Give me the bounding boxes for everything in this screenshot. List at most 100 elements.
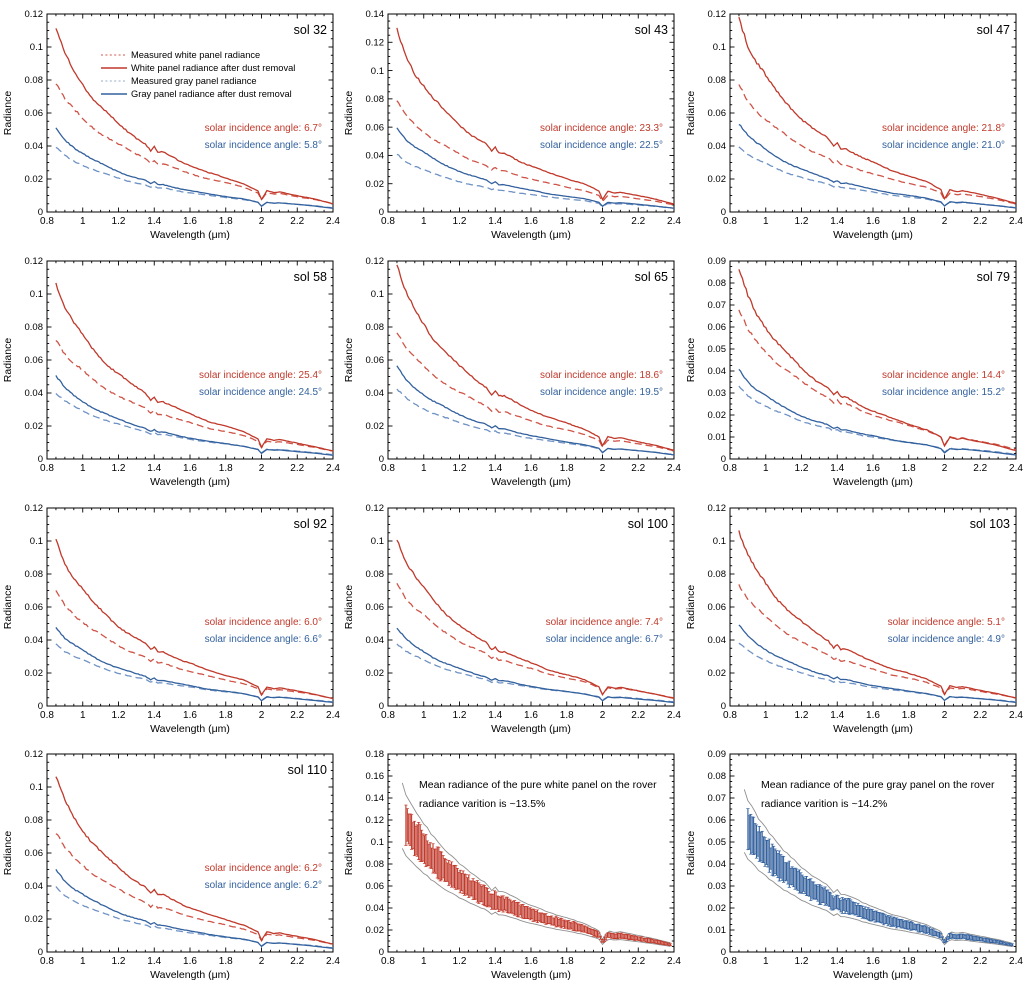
svg-text:0.12: 0.12: [25, 503, 44, 514]
svg-text:Wavelength (μm): Wavelength (μm): [150, 229, 230, 241]
annotation-incidence-angle: solar incidence angle: 4.9°: [887, 634, 1004, 645]
svg-text:0.12: 0.12: [707, 503, 726, 514]
svg-text:0.04: 0.04: [366, 635, 385, 646]
annotation-incidence-angle: solar incidence angle: 6.7°: [205, 123, 322, 134]
svg-text:0.1: 0.1: [712, 536, 725, 547]
svg-text:1.2: 1.2: [453, 463, 467, 474]
annotation-incidence-angle: solar incidence angle: 21.0°: [882, 140, 1005, 151]
svg-text:1.4: 1.4: [830, 956, 844, 967]
svg-text:0: 0: [720, 701, 725, 712]
svg-text:0.02: 0.02: [25, 174, 44, 185]
svg-text:1.6: 1.6: [183, 956, 197, 967]
svg-text:2: 2: [600, 710, 606, 721]
svg-text:0.1: 0.1: [30, 536, 43, 547]
svg-text:1.6: 1.6: [524, 956, 538, 967]
svg-text:1: 1: [763, 216, 769, 227]
svg-text:0.04: 0.04: [25, 881, 44, 892]
svg-text:0: 0: [720, 454, 725, 465]
svg-text:2.2: 2.2: [973, 216, 987, 227]
subplot-title: sol 32: [294, 23, 327, 37]
svg-text:0.02: 0.02: [25, 668, 44, 679]
svg-text:0.08: 0.08: [25, 322, 44, 333]
svg-text:2.2: 2.2: [290, 463, 304, 474]
svg-text:Radiance: Radiance: [685, 337, 697, 382]
annotation-incidence-angle: solar incidence angle: 5.8°: [205, 140, 322, 151]
svg-text:1.8: 1.8: [901, 710, 915, 721]
svg-text:1: 1: [421, 216, 427, 227]
error-bar-band: [404, 804, 673, 947]
series-line: [396, 332, 675, 452]
svg-text:0.14: 0.14: [366, 793, 385, 804]
svg-text:1.6: 1.6: [524, 463, 538, 474]
svg-text:2: 2: [259, 463, 265, 474]
annotation-incidence-angle: solar incidence angle: 6.6°: [205, 634, 322, 645]
series-line: [55, 83, 334, 205]
svg-text:0.12: 0.12: [366, 815, 385, 826]
svg-text:Radiance: Radiance: [685, 584, 697, 629]
svg-text:0.06: 0.06: [707, 602, 726, 613]
series-line: [396, 365, 675, 456]
svg-text:1.6: 1.6: [183, 216, 197, 227]
series-line: [55, 282, 334, 452]
annotation-incidence-angle: solar incidence angle: 18.6°: [540, 370, 663, 381]
svg-text:1.2: 1.2: [794, 216, 808, 227]
mean-plot-caption: Mean radiance of the pure gray panel on …: [761, 779, 995, 791]
svg-text:1.8: 1.8: [219, 216, 233, 227]
chart-canvas: 0.8 1 1.2 1.4 1.6 1.8 2 2.2 2.4 0 0.02 0.04 0.06 0.08…: [343, 9, 681, 241]
legend-label: Gray panel radiance after dust removal: [131, 89, 292, 99]
svg-text:0.05: 0.05: [707, 837, 726, 848]
svg-text:1.6: 1.6: [183, 463, 197, 474]
svg-text:0.1: 0.1: [371, 837, 384, 848]
series-line: [55, 392, 334, 456]
svg-text:2.4: 2.4: [1009, 216, 1023, 227]
subplot-sol-92: 0.8 1 1.2 1.4 1.6 1.8 2 2.2 2.4 0 0.02 0.04 0.06 0.08…: [0, 494, 341, 741]
subplot-sol-103: 0.8 1 1.2 1.4 1.6 1.8 2 2.2 2.4 0 0.02 0.04 0.06 0.08…: [683, 494, 1024, 741]
svg-text:0.02: 0.02: [707, 174, 726, 185]
series-line: [738, 146, 1016, 209]
svg-text:2.4: 2.4: [326, 216, 340, 227]
svg-text:0.08: 0.08: [366, 569, 385, 580]
error-bar-band: [745, 808, 1014, 947]
svg-text:2.4: 2.4: [667, 463, 681, 474]
series-line: [737, 268, 1016, 451]
svg-text:Radiance: Radiance: [685, 91, 697, 136]
chart-canvas: 0.8 1 1.2 1.4 1.6 1.8 2 2.2 2.4 0 0.01 0.02 0.03 0.04…: [685, 256, 1023, 488]
svg-text:1.8: 1.8: [560, 710, 574, 721]
envelope-upper-line: [402, 783, 671, 944]
svg-text:0.12: 0.12: [366, 503, 385, 514]
svg-text:0.08: 0.08: [707, 75, 726, 86]
subplot-title: sol 92: [294, 517, 327, 531]
svg-text:1.4: 1.4: [489, 710, 503, 721]
svg-text:0.04: 0.04: [25, 141, 44, 152]
svg-text:2.4: 2.4: [326, 710, 340, 721]
series-line: [737, 309, 1016, 450]
series-line: [738, 642, 1016, 703]
svg-text:0.09: 0.09: [707, 256, 726, 267]
series-line: [55, 146, 334, 209]
mean-plot-caption: radiance varition is ~13.5%: [419, 798, 545, 810]
series-line: [55, 869, 334, 950]
svg-text:1: 1: [421, 710, 427, 721]
svg-text:0.08: 0.08: [25, 815, 44, 826]
subplot-mean-gray-panel: 0.8 1 1.2 1.4 1.6 1.8 2 2.2 2.4 0 0.01 0.02 0.03 0.04…: [683, 740, 1024, 987]
svg-text:0.1: 0.1: [712, 42, 725, 53]
subplot-sol-58: 0.8 1 1.2 1.4 1.6 1.8 2 2.2 2.4 0 0.02 0.04 0.06 0.08…: [0, 247, 341, 494]
subplot-sol-32: 0.8 1 1.2 1.4 1.6 1.8 2 2.2 2.4 0 0.02 0.04 0.06 0.08…: [0, 0, 341, 247]
svg-text:0.8: 0.8: [40, 463, 54, 474]
svg-text:1: 1: [763, 463, 769, 474]
series-line: [738, 123, 1016, 209]
svg-text:2.2: 2.2: [632, 216, 646, 227]
svg-text:2.2: 2.2: [973, 710, 987, 721]
svg-text:Radiance: Radiance: [343, 91, 355, 136]
svg-text:Radiance: Radiance: [343, 337, 355, 382]
subplot-title: sol 47: [976, 23, 1009, 37]
svg-text:2.4: 2.4: [667, 216, 681, 227]
series-line: [396, 127, 675, 209]
svg-text:1.8: 1.8: [219, 463, 233, 474]
svg-text:Wavelength (μm): Wavelength (μm): [150, 476, 230, 488]
series-line: [55, 589, 334, 699]
legend-label: White panel radiance after dust removal: [131, 63, 295, 73]
svg-text:1.2: 1.2: [112, 956, 126, 967]
svg-text:1.4: 1.4: [147, 710, 161, 721]
svg-text:1.8: 1.8: [560, 956, 574, 967]
